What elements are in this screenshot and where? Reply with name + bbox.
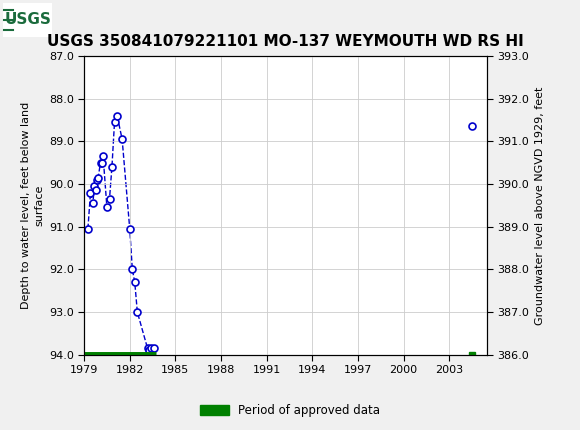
Y-axis label: Groundwater level above NGVD 1929, feet: Groundwater level above NGVD 1929, feet bbox=[535, 86, 545, 325]
Text: USGS: USGS bbox=[5, 12, 51, 28]
Title: USGS 350841079221101 MO-137 WEYMOUTH WD RS HI: USGS 350841079221101 MO-137 WEYMOUTH WD … bbox=[48, 34, 524, 49]
Legend: Period of approved data: Period of approved data bbox=[195, 399, 385, 422]
Y-axis label: Depth to water level, feet below land
surface: Depth to water level, feet below land su… bbox=[21, 102, 45, 309]
FancyBboxPatch shape bbox=[3, 3, 52, 37]
